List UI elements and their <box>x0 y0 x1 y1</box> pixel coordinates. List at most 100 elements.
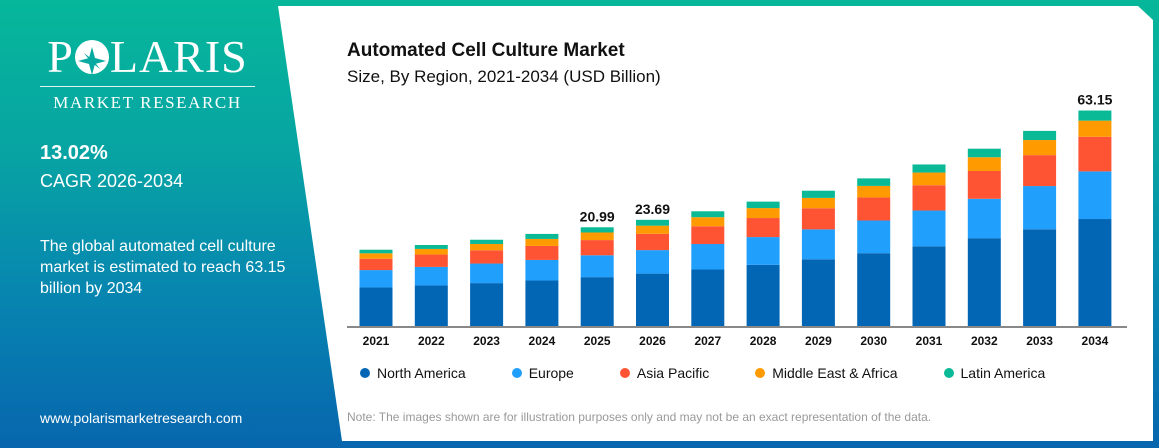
bar-segment-asia-pacific-2024 <box>525 245 559 260</box>
legend-label: Asia Pacific <box>636 365 710 381</box>
bar-segment-europe-2034 <box>1078 171 1112 220</box>
bar-segment-north-america-2023 <box>470 283 504 327</box>
bar-segment-europe-2030 <box>857 220 891 254</box>
bar-segment-latin-america-2025 <box>580 227 614 233</box>
bar-segment-latin-america-2024 <box>525 233 559 239</box>
bar-segment-north-america-2027 <box>691 269 725 327</box>
legend-item: Asia Pacific <box>619 365 710 381</box>
bar-segment-middle-east-africa-2033 <box>1023 140 1057 156</box>
x-tick-label: 2030 <box>860 334 887 348</box>
x-tick-label: 2026 <box>639 334 666 348</box>
bar-segment-asia-pacific-2025 <box>580 240 614 256</box>
legend-dot-icon <box>943 368 954 378</box>
bar-segment-europe-2031 <box>912 210 946 247</box>
x-tick-label: 2031 <box>916 334 943 348</box>
bar-segment-middle-east-africa-2031 <box>912 172 946 186</box>
bar-segment-latin-america-2021 <box>359 249 393 254</box>
x-tick-label: 2027 <box>694 334 721 348</box>
legend-item: Latin America <box>943 365 1046 381</box>
bar-segment-north-america-2025 <box>580 277 614 327</box>
data-label: 23.69 <box>635 201 670 217</box>
bar-segment-europe-2029 <box>801 229 835 260</box>
bar-segment-middle-east-africa-2021 <box>359 253 393 259</box>
bar-segment-north-america-2030 <box>857 253 891 327</box>
legend-dot-icon <box>511 368 522 378</box>
disclaimer-note: Note: The images shown are for illustrat… <box>347 410 932 424</box>
bar-segment-latin-america-2027 <box>691 211 725 218</box>
bar-segment-middle-east-africa-2028 <box>746 208 780 219</box>
bar-segment-asia-pacific-2022 <box>414 254 448 267</box>
bar-segment-europe-2023 <box>470 263 504 284</box>
bar-segment-latin-america-2022 <box>414 245 448 249</box>
bar-segment-latin-america-2033 <box>1023 130 1057 141</box>
x-tick-label: 2033 <box>1026 334 1053 348</box>
legend-item: North America <box>360 365 466 381</box>
bar-segment-europe-2033 <box>1023 186 1057 230</box>
bar-segment-middle-east-africa-2025 <box>580 232 614 241</box>
legend-label: North America <box>377 365 466 381</box>
x-tick-label: 2034 <box>1082 334 1109 348</box>
bar-segment-middle-east-africa-2029 <box>801 197 835 209</box>
bar-segment-europe-2026 <box>636 250 669 274</box>
x-tick-label: 2028 <box>750 334 777 348</box>
bar-segment-middle-east-africa-2030 <box>857 185 891 198</box>
bar-segment-north-america-2026 <box>636 273 669 327</box>
bar-segment-middle-east-africa-2023 <box>470 243 504 251</box>
legend-dot-icon <box>619 368 630 378</box>
bar-segment-asia-pacific-2030 <box>857 197 891 221</box>
x-tick-label: 2023 <box>473 334 500 348</box>
bar-segment-asia-pacific-2032 <box>967 170 1001 199</box>
legend-label: Europe <box>528 365 574 381</box>
bar-segment-north-america-2032 <box>967 238 1001 327</box>
chart-legend: North America Europe Asia Pacific Middle Ea… <box>360 365 1045 381</box>
website-link[interactable]: www.polarismarketresearch.com <box>40 410 243 426</box>
bar-segment-north-america-2031 <box>912 246 946 327</box>
bar-segment-north-america-2028 <box>746 264 780 327</box>
x-tick-label: 2029 <box>805 334 832 348</box>
bar-segment-europe-2032 <box>967 198 1001 239</box>
legend-dot-icon <box>360 368 370 378</box>
bar-segment-north-america-2022 <box>414 285 448 327</box>
cagr-label: CAGR 2026-2034 <box>40 171 184 191</box>
bar-segment-asia-pacific-2021 <box>359 258 393 271</box>
bar-segment-middle-east-africa-2026 <box>636 225 669 234</box>
bar-segment-latin-america-2034 <box>1078 110 1112 121</box>
chart-subtitle: Size, By Region, 2021-2034 (USD Billion) <box>347 67 661 86</box>
bar-segment-latin-america-2029 <box>801 190 835 198</box>
bar-segment-north-america-2034 <box>1078 219 1112 327</box>
bar-segment-asia-pacific-2033 <box>1023 155 1057 187</box>
polaris-logo: P LARIS MARKET RESEARCH <box>40 34 255 113</box>
bar-segment-europe-2022 <box>414 266 448 286</box>
data-label: 20.99 <box>580 208 615 224</box>
cagr-value: 13.02% <box>40 142 108 164</box>
x-tick-label: 2021 <box>363 334 390 348</box>
compass-star-icon <box>74 40 109 75</box>
market-description: The global automated cell culture market… <box>40 238 286 297</box>
data-label: 63.15 <box>1077 92 1112 108</box>
legend-item: Middle East & Africa <box>755 365 898 381</box>
bar-segment-latin-america-2031 <box>912 164 946 173</box>
bar-segment-latin-america-2030 <box>857 178 891 186</box>
bar-segment-europe-2027 <box>691 244 725 270</box>
bar-segment-latin-america-2032 <box>967 148 1001 158</box>
bar-segment-europe-2025 <box>580 255 614 278</box>
x-tick-label: 2022 <box>418 334 445 348</box>
bar-segment-north-america-2029 <box>801 259 835 327</box>
legend-label: Latin America <box>960 365 1046 381</box>
legend-label: Middle East & Africa <box>772 365 898 381</box>
stacked-bar-chart: 2021 2022 2023 2024 2025 20.99 2026 23.69 2027 20… <box>347 92 1127 348</box>
bar-segment-asia-pacific-2027 <box>691 226 725 245</box>
bar-segment-north-america-2033 <box>1023 229 1057 327</box>
bar-segment-middle-east-africa-2027 <box>691 217 725 227</box>
bar-segment-asia-pacific-2029 <box>801 208 835 230</box>
bar-segment-europe-2024 <box>525 259 559 281</box>
bar-segment-europe-2021 <box>359 270 393 288</box>
x-tick-label: 2032 <box>971 334 998 348</box>
bar-segment-latin-america-2026 <box>636 219 669 226</box>
bar-segment-asia-pacific-2034 <box>1078 136 1112 172</box>
x-tick-label: 2024 <box>529 334 556 348</box>
bar-segment-middle-east-africa-2022 <box>414 248 448 255</box>
legend-dot-icon <box>755 368 766 378</box>
bar-segment-asia-pacific-2031 <box>912 185 946 211</box>
legend-item: Europe <box>511 365 574 381</box>
